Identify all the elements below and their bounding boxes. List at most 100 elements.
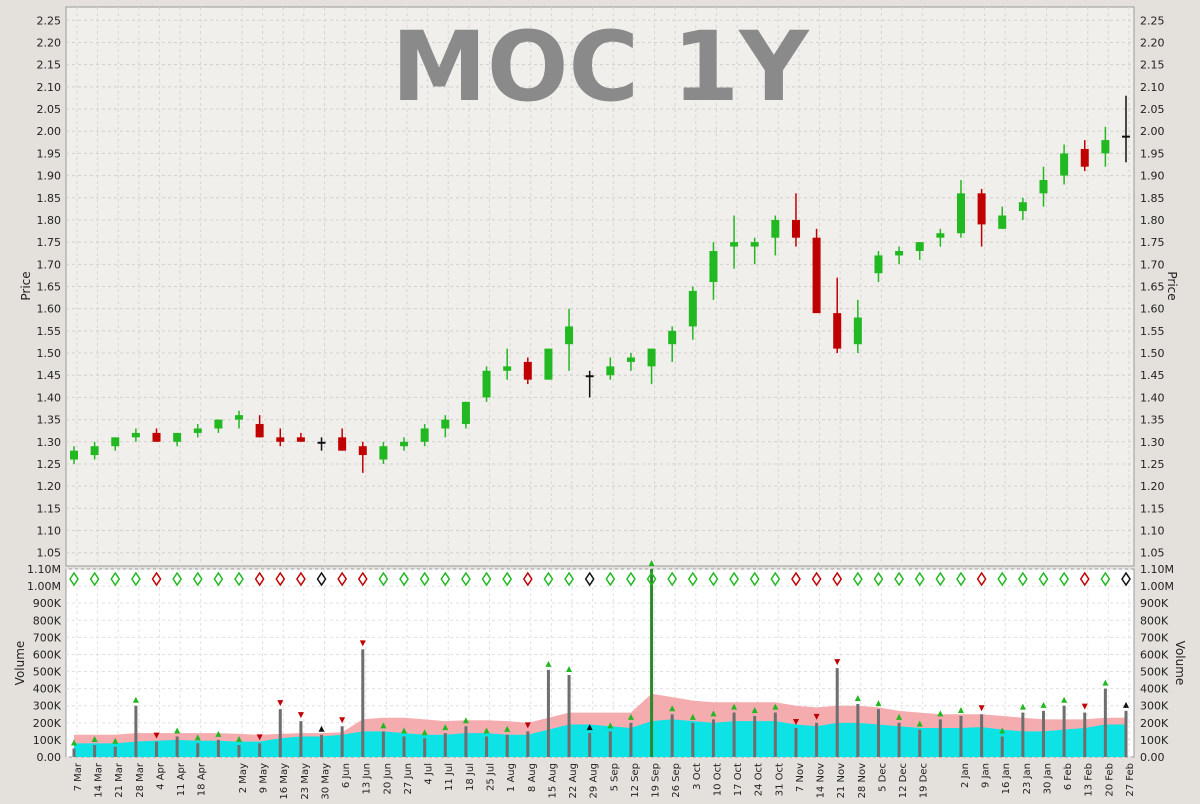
date-tick-label: 7 Nov (795, 763, 806, 792)
price-tick-label: 1.85 (1140, 192, 1165, 205)
volume-direction-marker (854, 695, 861, 702)
price-tick-label: 1.20 (37, 480, 62, 493)
date-tick-label: 23 May (300, 763, 311, 800)
price-tick-label: 2.00 (37, 125, 62, 138)
volume-bar (608, 731, 612, 757)
date-tick-label: 18 Apr (197, 762, 208, 796)
price-tick-label: 1.50 (37, 347, 62, 360)
signal-strip-marker (130, 571, 141, 587)
date-tick-label: 3 Oct (692, 763, 703, 790)
signal-strip-marker (234, 571, 244, 587)
signal-strip-marker (935, 571, 946, 587)
volume-direction-marker (545, 660, 552, 667)
volume-bar (1021, 712, 1025, 757)
volume-direction-marker (669, 705, 676, 712)
price-tick-label: 1.25 (37, 458, 62, 471)
price-tick-label: 1.80 (1140, 214, 1165, 227)
signal-strip-marker (378, 571, 389, 587)
date-tick-label: 14 Nov (816, 763, 827, 799)
volume-direction-marker (1081, 703, 1088, 710)
date-tick-label: 20 Feb (1104, 763, 1115, 797)
date-tick-label: 12 Dec (898, 763, 909, 798)
volume-direction-marker (153, 732, 160, 739)
signal-strip-marker (646, 571, 657, 587)
volume-tick-label: 300K (33, 700, 62, 713)
signal-strip-marker (914, 571, 925, 587)
candle-body (895, 251, 904, 256)
signal-strip-marker (894, 571, 904, 587)
signal-strip-marker (832, 571, 843, 587)
candle-body (647, 348, 656, 367)
date-tick-label: 2 Jan (960, 763, 971, 788)
volume-direction-marker (71, 739, 77, 746)
signal-strip-marker (1079, 571, 1090, 587)
signal-strip-marker (399, 571, 409, 587)
candle-body (730, 242, 739, 247)
date-tick-label: 1 Aug (506, 763, 517, 792)
price-tick-label: 1.40 (37, 391, 62, 404)
date-tick-label: 28 Mar (135, 762, 146, 798)
signal-strip-marker (1038, 571, 1049, 587)
date-tick-label: 25 Jul (485, 763, 496, 791)
signal-strip-marker (357, 571, 368, 587)
volume-direction-marker (132, 696, 139, 703)
date-tick-label: 27 Jun (403, 763, 414, 795)
candle-body (503, 366, 512, 371)
volume-direction-marker (1123, 701, 1129, 708)
price-tick-label: 1.35 (1140, 414, 1165, 427)
volume-tick-label: 1.00M (1140, 580, 1174, 593)
date-tick-label: 14 Mar (94, 762, 105, 798)
price-tick-label: 1.70 (1140, 258, 1165, 271)
price-tick-label: 1.90 (37, 170, 62, 183)
price-grid (66, 7, 1134, 566)
price-tick-label: 2.20 (1140, 36, 1165, 49)
candle-body (668, 330, 677, 345)
candle-body (441, 419, 450, 429)
date-tick-label: 10 Oct (712, 763, 723, 796)
volume-tick-label: 300K (1140, 700, 1169, 713)
volume-bar (196, 743, 200, 757)
volume-direction-marker (462, 717, 469, 724)
volume-direction-marker (607, 722, 614, 729)
volume-direction-marker (318, 725, 325, 732)
date-tick-label: 13 Feb (1084, 763, 1095, 797)
signal-strip-marker (626, 571, 636, 587)
volume-direction-marker (957, 706, 964, 713)
price-tick-label: 1.05 (1140, 547, 1165, 560)
price-tick-label: 2.15 (37, 59, 62, 72)
signal-strip-marker (440, 571, 451, 587)
chart-title: MOC 1Y (391, 11, 810, 123)
volume-direction-marker (875, 700, 882, 707)
volume-direction-marker (524, 722, 531, 729)
candle-body (626, 357, 635, 362)
volume-tick-label: 600K (1140, 648, 1169, 661)
candle-body (1039, 180, 1048, 194)
candle-body (874, 255, 883, 274)
price-tick-label: 1.65 (37, 281, 62, 294)
candle-body (544, 348, 553, 380)
date-tick-label: 30 Jan (1042, 763, 1053, 794)
volume-bar (381, 731, 385, 757)
price-tick-label: 1.30 (1140, 436, 1165, 449)
price-tick-label: 1.85 (37, 192, 62, 205)
volume-direction-marker (648, 560, 655, 566)
candle-body (131, 432, 140, 438)
price-tick-label: 2.05 (37, 103, 62, 116)
volume-direction-marker (421, 729, 428, 736)
date-tick-label: 21 Mar (114, 762, 125, 798)
volume-bar (237, 745, 241, 757)
volume-tick-label: 500K (33, 666, 62, 679)
volume-bar (835, 668, 839, 757)
volume-tick-label: 0.00 (1140, 751, 1165, 764)
price-tick-label: 1.20 (1140, 480, 1165, 493)
date-tick-label: 6 Feb (1063, 763, 1074, 790)
volume-bar (155, 741, 159, 757)
date-tick-label: 7 Mar (73, 762, 84, 791)
volume-tick-label: 800K (1140, 614, 1169, 627)
price-tick-label: 1.25 (1140, 458, 1165, 471)
price-tick-label: 1.45 (1140, 369, 1165, 382)
volume-tick-label: 200K (1140, 717, 1169, 730)
date-tick-label: 19 Dec (919, 763, 930, 798)
date-tick-label: 28 Nov (857, 763, 868, 799)
